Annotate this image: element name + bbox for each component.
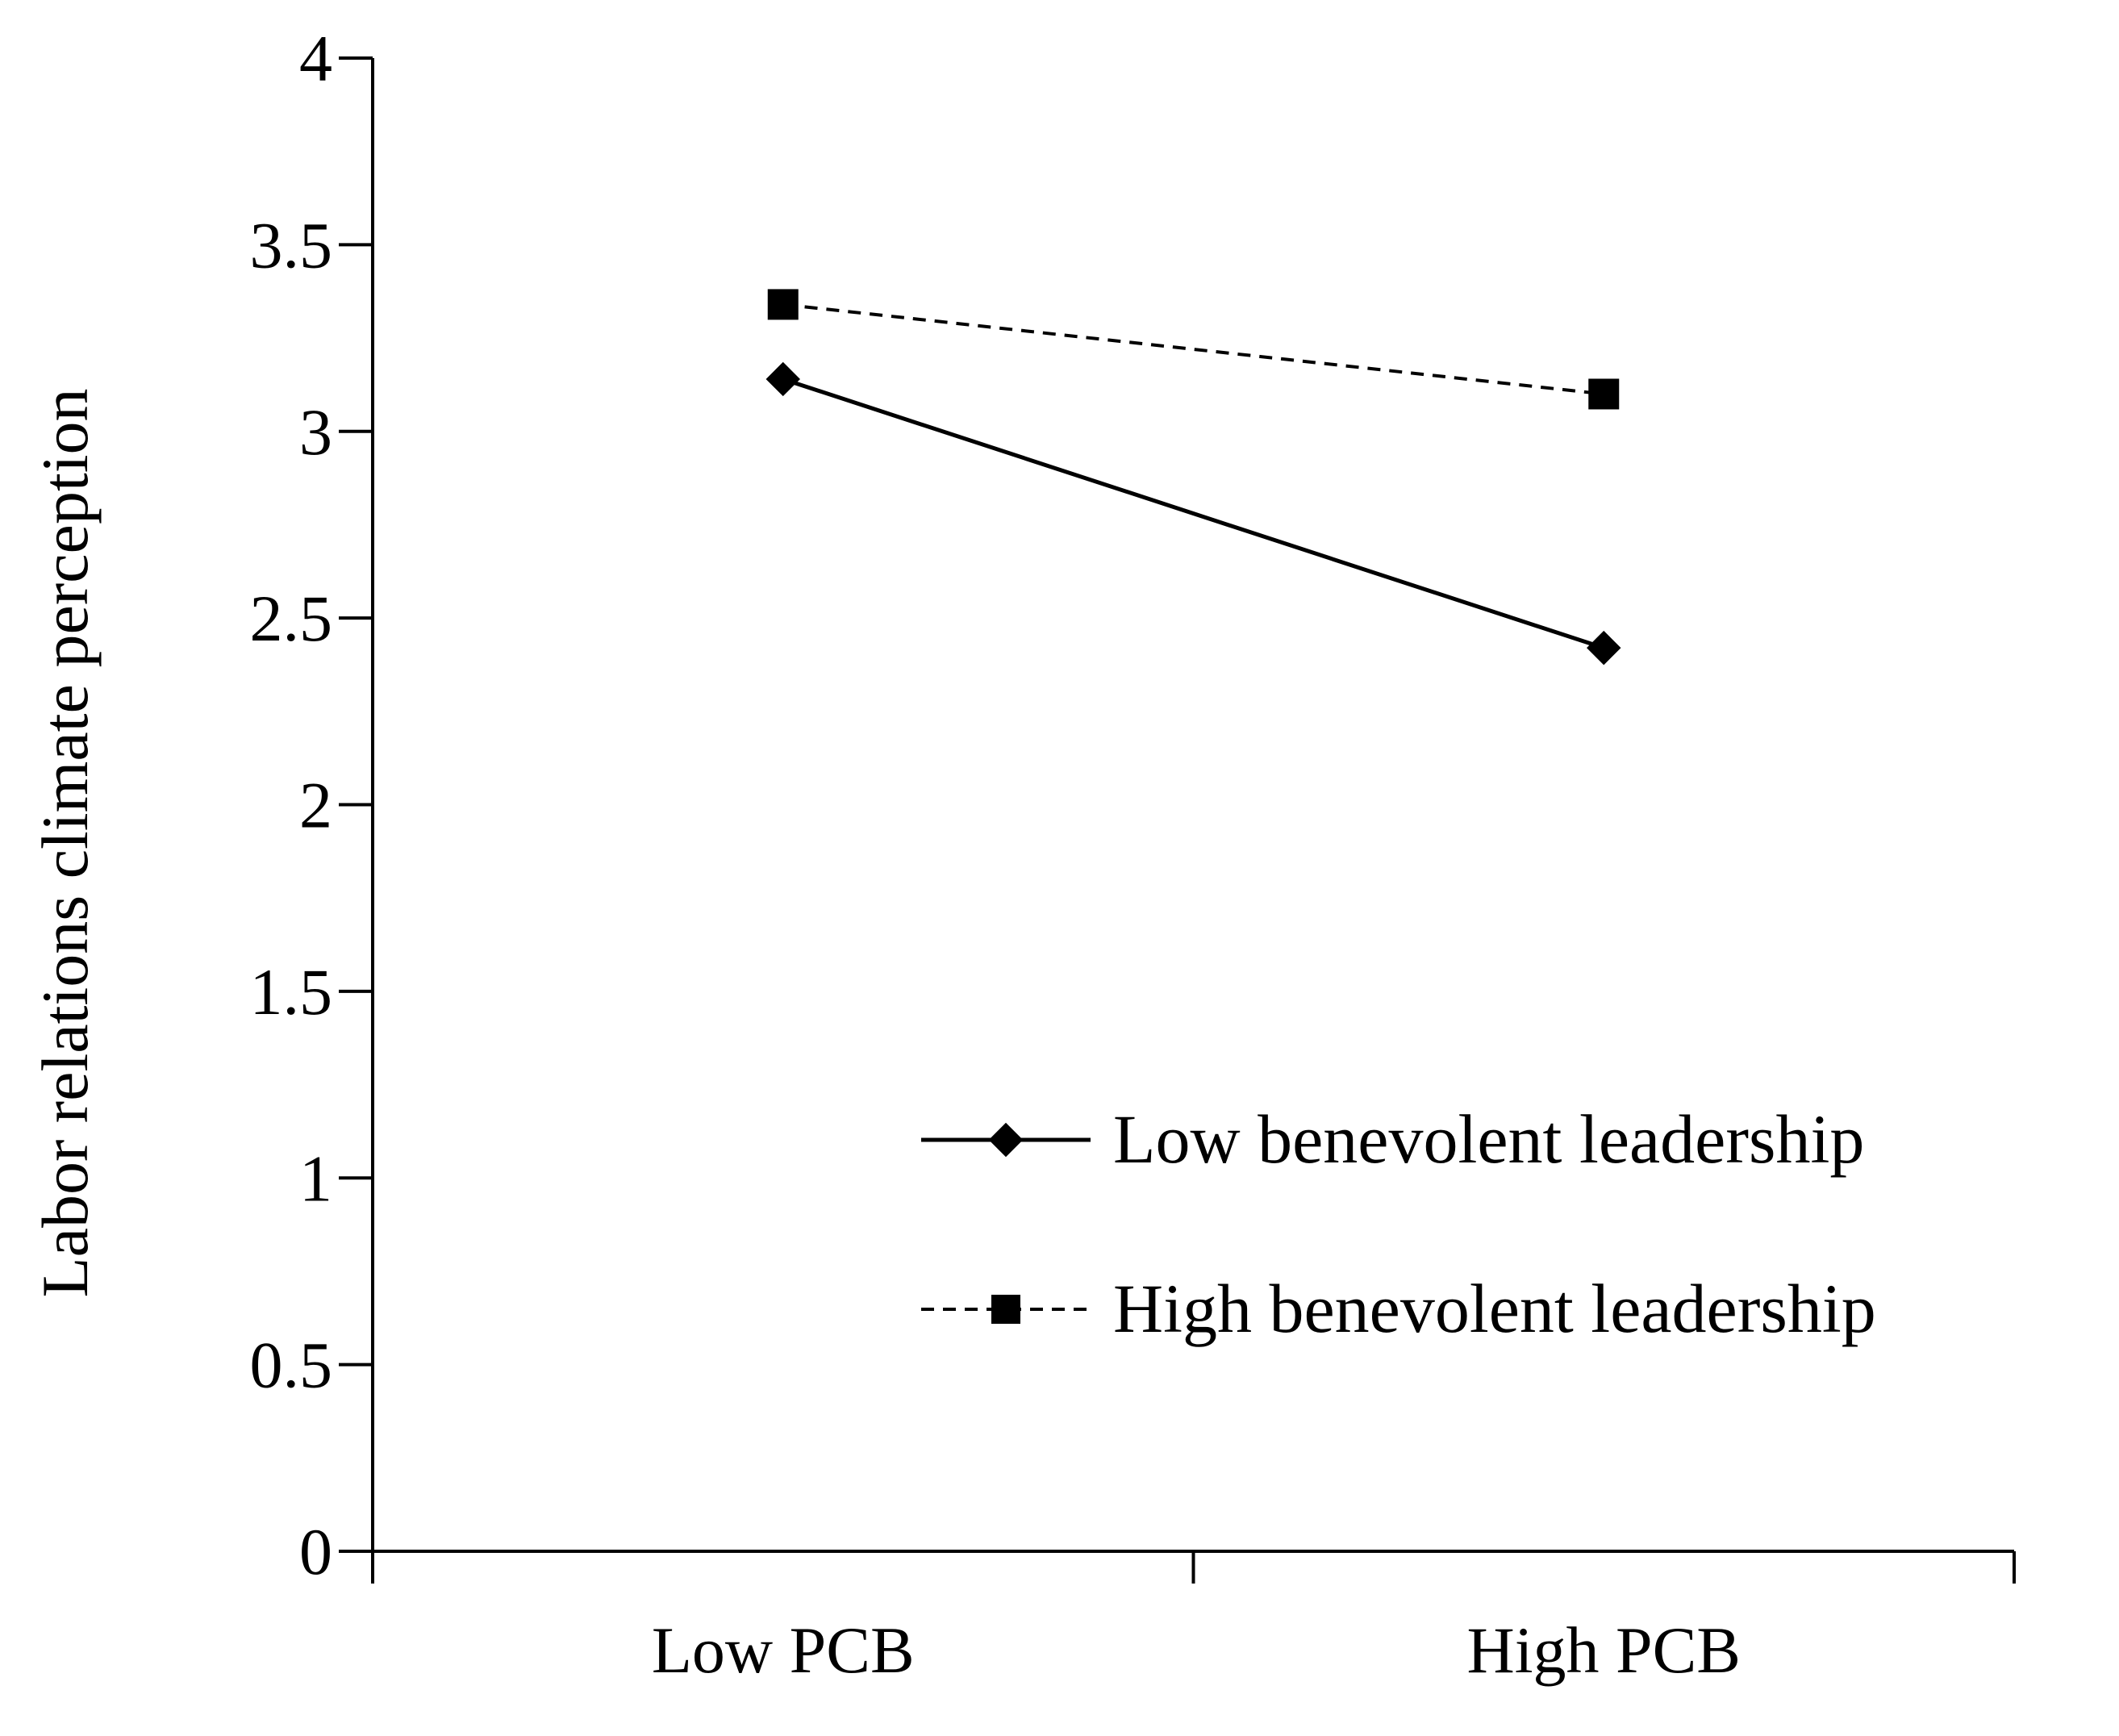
x-tick-label: Low PCB bbox=[652, 1613, 915, 1687]
y-ticks: 0 0.5 1 1.5 2 2.5 3 3.5 4 bbox=[250, 22, 373, 1588]
square-marker-icon bbox=[991, 1295, 1020, 1324]
data-point-diamond bbox=[1587, 630, 1621, 666]
x-ticks: Low PCB High PCB bbox=[371, 1551, 2016, 1687]
data-point-square bbox=[767, 289, 799, 320]
y-tick-label: 3.5 bbox=[250, 208, 333, 282]
legend-label-low-benevolent: Low benevolent leadership bbox=[1113, 1100, 1864, 1178]
diamond-marker-icon bbox=[988, 1122, 1024, 1158]
y-tick-label: 3 bbox=[299, 395, 332, 469]
series-line-high-benevolent bbox=[782, 303, 1604, 396]
y-axis-title: Labor relations climate perception bbox=[28, 388, 102, 1297]
series-line-low-benevolent bbox=[782, 377, 1605, 650]
x-tick-label: High PCB bbox=[1467, 1613, 1742, 1687]
y-tick-label: 4 bbox=[299, 22, 332, 95]
series-layer bbox=[765, 289, 1621, 666]
legend-item-low-benevolent: Low benevolent leadership bbox=[921, 1100, 1864, 1178]
y-tick-label: 1 bbox=[299, 1141, 332, 1215]
legend-label-high-benevolent: High benevolent leadership bbox=[1113, 1270, 1876, 1347]
y-tick-label: 2 bbox=[299, 769, 332, 842]
y-tick-label: 0 bbox=[299, 1515, 332, 1588]
legend: Low benevolent leadership High benevolen… bbox=[921, 1100, 1876, 1347]
y-tick-label: 2.5 bbox=[250, 582, 333, 655]
data-point-square bbox=[1588, 378, 1620, 410]
y-tick-label: 1.5 bbox=[250, 955, 333, 1029]
legend-item-high-benevolent: High benevolent leadership bbox=[921, 1270, 1876, 1347]
data-point-diamond bbox=[765, 361, 800, 397]
y-tick-label: 0.5 bbox=[250, 1329, 333, 1402]
